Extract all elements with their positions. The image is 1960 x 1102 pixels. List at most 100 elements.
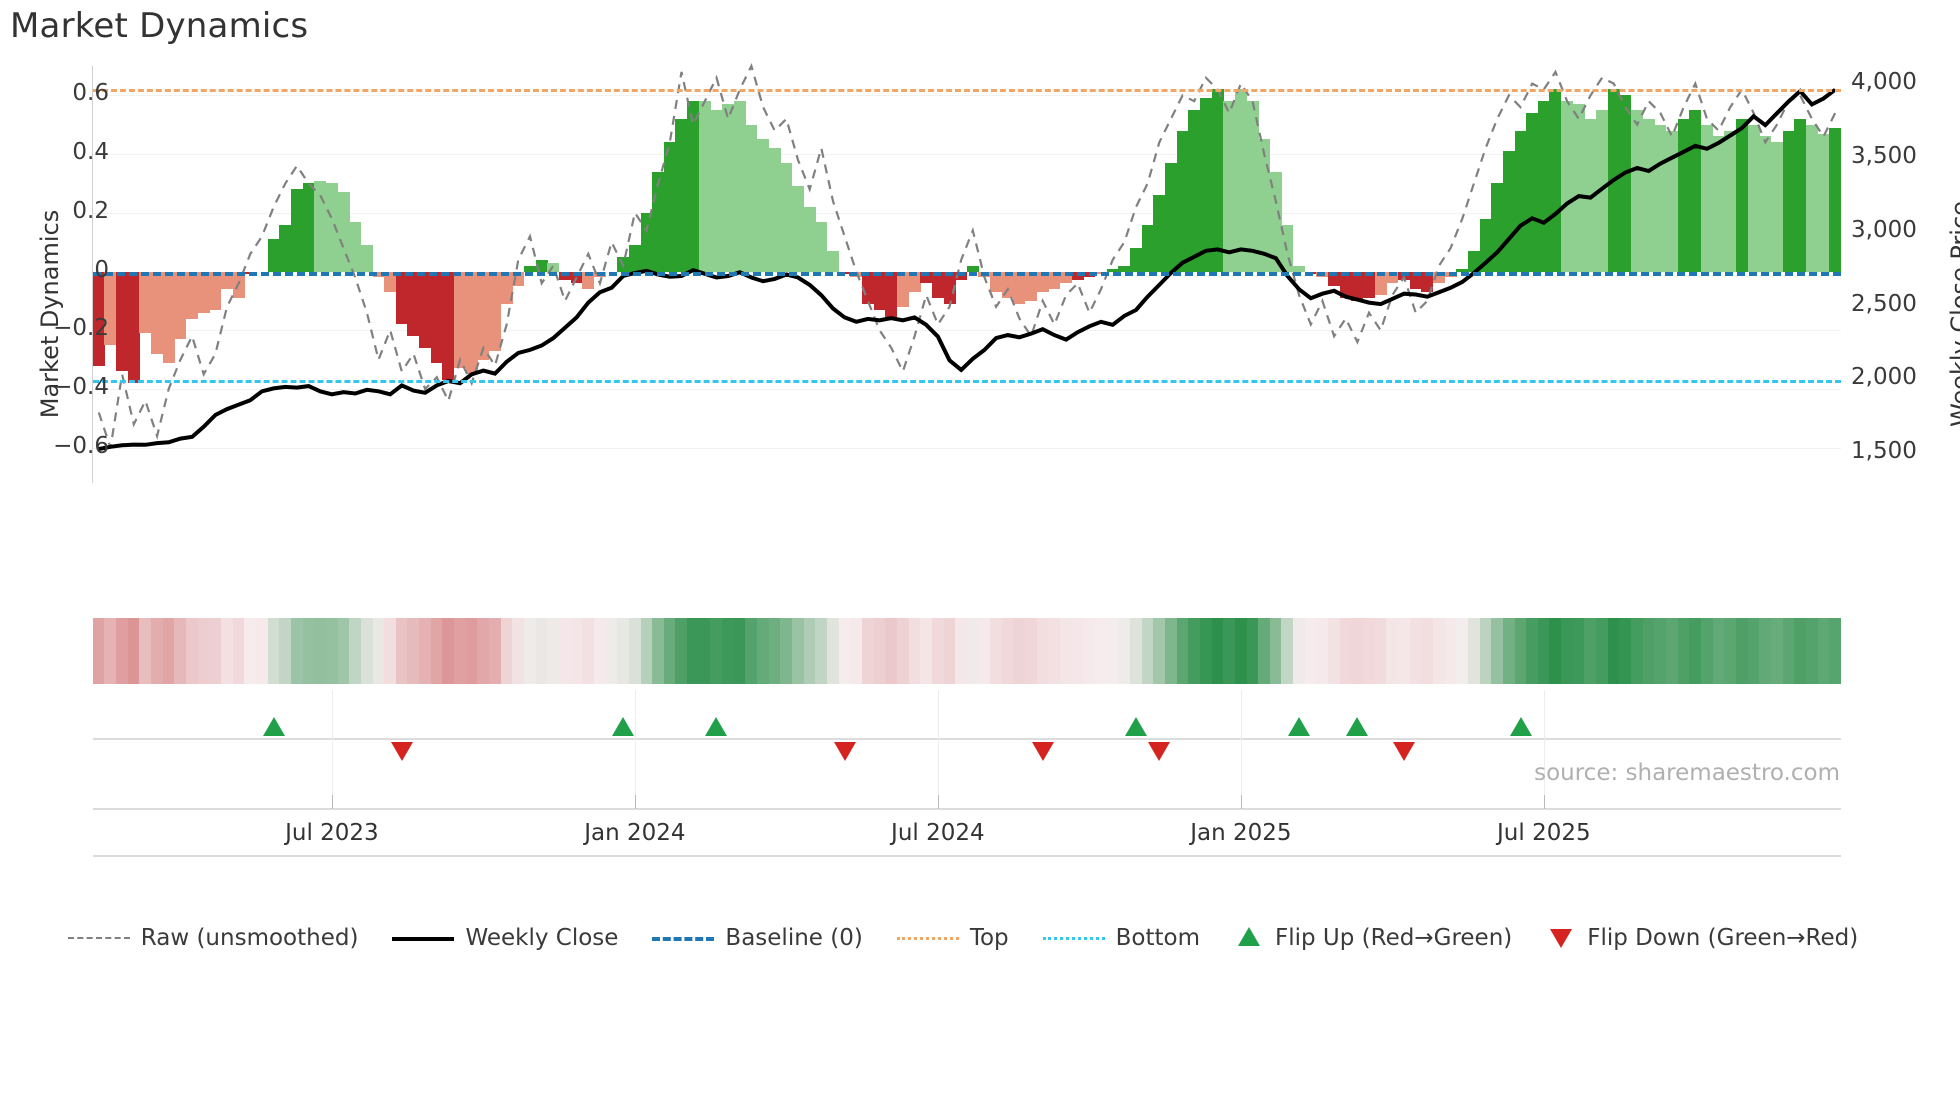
flip-up-marker[interactable] xyxy=(1124,717,1147,736)
bar xyxy=(861,271,874,304)
heat-cell xyxy=(547,618,560,684)
legend-item[interactable]: Weekly Close xyxy=(392,925,618,951)
bar xyxy=(477,271,490,360)
flip-down-marker[interactable] xyxy=(1393,742,1415,761)
x-tick-label: Jul 2023 xyxy=(285,820,379,846)
legend-item[interactable]: Flip Up (Red→Green) xyxy=(1234,925,1512,951)
heat-cell xyxy=(1537,618,1550,684)
heat-cell xyxy=(1817,618,1830,684)
heat-cell xyxy=(1467,618,1480,684)
y-tick-label-left: −0.4 xyxy=(53,374,109,401)
heat-cell xyxy=(1666,618,1679,684)
heat-cell xyxy=(966,618,979,684)
flip-up-marker[interactable] xyxy=(1346,717,1369,736)
flip-up-marker[interactable] xyxy=(1509,717,1532,736)
legend-label: Weekly Close xyxy=(465,925,619,951)
heat-cell xyxy=(127,618,140,684)
bar xyxy=(1118,265,1131,272)
heat-cell xyxy=(1432,618,1445,684)
heat-cell xyxy=(1502,618,1515,684)
bar xyxy=(1188,110,1201,272)
heat-cell xyxy=(197,618,210,684)
flip-down-marker[interactable] xyxy=(833,742,856,761)
bar xyxy=(1223,101,1236,272)
heat-cell xyxy=(757,618,770,684)
heat-cell xyxy=(1409,618,1422,684)
x-gridline xyxy=(1543,690,1545,810)
legend-item[interactable]: Top xyxy=(896,925,1009,951)
legend-label: Top xyxy=(969,925,1009,951)
heat-cell xyxy=(768,618,781,684)
heat-cell xyxy=(1269,618,1282,684)
bar xyxy=(873,271,886,310)
heat-cell xyxy=(1724,618,1737,684)
heat-cell xyxy=(978,618,991,684)
bar xyxy=(1141,224,1154,272)
heat-cell xyxy=(1363,618,1376,684)
legend-label: Bottom xyxy=(1115,925,1201,951)
flip-up-marker[interactable] xyxy=(612,717,635,736)
heat-cell xyxy=(675,618,688,684)
heat-cell xyxy=(535,618,548,684)
bar xyxy=(931,271,944,298)
flip-down-marker[interactable] xyxy=(390,742,413,761)
heat-cell xyxy=(792,618,805,684)
heat-cell xyxy=(1316,618,1329,684)
heat-cell xyxy=(1106,618,1119,684)
x-gridline xyxy=(331,690,333,810)
heat-cell xyxy=(1712,618,1725,684)
flip-up-marker[interactable] xyxy=(705,717,728,736)
triangle-down-icon xyxy=(1546,929,1576,948)
heat-cell xyxy=(116,618,129,684)
bar xyxy=(1805,124,1818,272)
x-tick-label: Jan 2024 xyxy=(584,820,686,846)
bar xyxy=(92,271,105,366)
bar xyxy=(1258,139,1271,272)
heat-cell xyxy=(186,618,199,684)
heat-cell xyxy=(1258,618,1271,684)
main-plot-area xyxy=(92,62,1842,483)
heat-cell xyxy=(1398,618,1410,684)
bar xyxy=(1234,89,1247,272)
triangle-up-icon xyxy=(1234,927,1264,947)
bar xyxy=(221,271,233,290)
heat-cell xyxy=(640,618,653,684)
legend-item[interactable]: Raw (unsmoothed) xyxy=(67,925,358,951)
bar xyxy=(687,101,700,272)
flip-up-marker[interactable] xyxy=(262,717,285,736)
raw-unsmoothed-line xyxy=(97,62,1837,449)
heat-cell xyxy=(174,618,187,684)
heat-cell xyxy=(1246,618,1259,684)
heat-cell xyxy=(1584,618,1597,684)
heat-cell xyxy=(558,618,571,684)
bar xyxy=(792,186,805,272)
flip-down-marker[interactable] xyxy=(1148,742,1171,761)
y-tick-label-right: 1,500 xyxy=(1851,438,1917,465)
bar xyxy=(349,221,362,272)
bar xyxy=(1572,104,1585,272)
flip-down-marker[interactable] xyxy=(1031,742,1054,761)
bar xyxy=(943,271,956,304)
bar xyxy=(139,271,152,334)
bar xyxy=(1164,162,1177,272)
bar xyxy=(990,271,1003,293)
legend-item[interactable]: Baseline (0) xyxy=(652,925,863,951)
heat-cell xyxy=(896,618,909,684)
legend-item[interactable]: Bottom xyxy=(1042,925,1201,951)
heat-cell xyxy=(524,618,536,684)
heat-cell xyxy=(582,618,595,684)
heat-cell xyxy=(1619,618,1632,684)
flip-up-marker[interactable] xyxy=(1288,717,1311,736)
bar xyxy=(1526,112,1539,272)
heat-cell xyxy=(1631,618,1644,684)
heat-cell xyxy=(1141,618,1154,684)
legend-item[interactable]: Flip Down (Green→Red) xyxy=(1546,925,1858,951)
heat-cell xyxy=(605,618,618,684)
heat-cell xyxy=(1549,618,1562,684)
bar xyxy=(1467,251,1480,272)
heat-cell xyxy=(745,618,758,684)
heat-cell xyxy=(477,618,490,684)
bar xyxy=(920,271,933,284)
bar xyxy=(1432,271,1445,284)
